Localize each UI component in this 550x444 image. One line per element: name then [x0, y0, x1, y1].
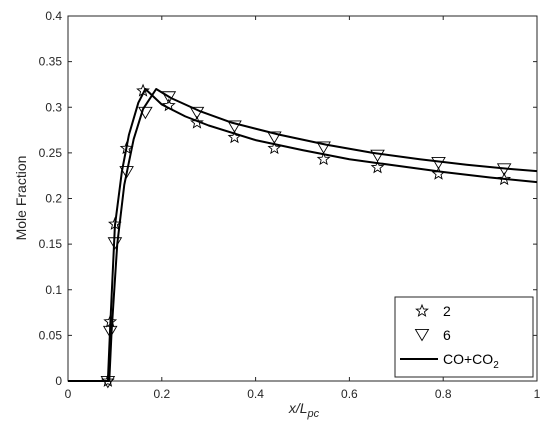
legend-label-6: 6 — [443, 327, 451, 343]
legend-label-co-co2-subscript: 2 — [493, 360, 499, 371]
star-marker — [431, 166, 446, 180]
x-tick-label: 0.8 — [435, 387, 452, 401]
triangle-marker — [161, 91, 177, 104]
legend-label-2: 2 — [443, 303, 451, 319]
star-marker — [190, 115, 204, 129]
triangle-marker — [496, 163, 512, 176]
star-marker — [100, 373, 115, 387]
x-axis-title-main: x/L — [288, 400, 308, 416]
triangle-marker — [189, 106, 205, 120]
legend: 2 6 CO+CO2 — [394, 296, 534, 378]
y-tick-label: 0.3 — [45, 100, 62, 114]
legend-star-marker — [415, 303, 429, 317]
y-tick-label: 0.1 — [45, 283, 62, 297]
star-marker — [108, 216, 122, 230]
series-markers — [100, 83, 512, 389]
triangle-marker — [107, 237, 123, 250]
triangle-marker — [370, 149, 385, 163]
triangle-marker — [100, 376, 116, 389]
x-axis-title: x/Lpc — [288, 400, 320, 420]
x-axis-ticks: 0 0.2 0.4 0.6 0.8 1 — [65, 16, 541, 401]
y-tick-label: 0.05 — [39, 328, 63, 342]
triangle-marker — [119, 166, 134, 179]
legend-items — [400, 303, 438, 360]
legend-label-co-co2: CO+CO2 — [443, 351, 499, 371]
x-tick-label: 0 — [65, 387, 72, 401]
y-tick-label: 0 — [55, 374, 62, 388]
triangle-marker — [316, 141, 331, 154]
y-tick-label: 0.15 — [39, 237, 63, 251]
star-marker — [497, 172, 512, 186]
triangle-marker — [102, 325, 118, 339]
legend-triangle-marker — [414, 329, 430, 342]
legend-label-co-co2-main: CO+CO — [443, 351, 493, 367]
triangle-marker — [227, 120, 242, 133]
x-tick-label: 1 — [534, 387, 541, 401]
star-marker — [227, 130, 242, 144]
y-tick-label: 0.25 — [39, 146, 63, 160]
x-tick-label: 0.4 — [247, 387, 264, 401]
x-tick-label: 0.2 — [153, 387, 170, 401]
star-marker — [161, 98, 176, 112]
star-marker — [103, 314, 118, 328]
x-axis-title-subscript: pc — [307, 408, 320, 420]
y-axis-ticks: 0 0.05 0.1 0.15 0.2 0.25 0.3 0.35 0.4 — [39, 9, 537, 388]
star-marker — [119, 141, 134, 155]
y-tick-label: 0.2 — [45, 192, 62, 206]
y-tick-label: 0.4 — [45, 9, 62, 23]
triangle-marker — [138, 106, 153, 120]
star-marker — [267, 141, 282, 155]
star-marker — [370, 160, 385, 174]
x-tick-label: 0.6 — [341, 387, 358, 401]
star-marker — [136, 83, 150, 97]
star-marker — [316, 152, 331, 166]
triangle-marker — [267, 131, 282, 144]
y-tick-label: 0.35 — [39, 55, 63, 69]
triangle-marker — [431, 157, 446, 170]
y-axis-title: Mole Fraction — [13, 156, 29, 241]
